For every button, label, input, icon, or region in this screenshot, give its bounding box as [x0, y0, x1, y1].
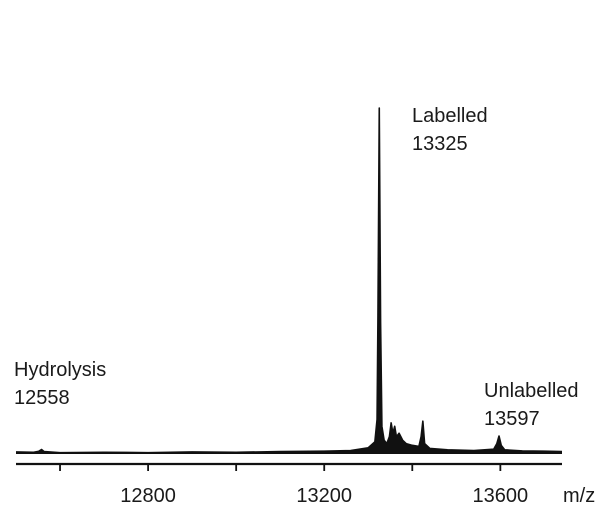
- spectrum-trace: [15, 107, 563, 454]
- hydrolysis-mass: 12558: [14, 387, 70, 409]
- hydrolysis-annotation: Hydrolysis 12558: [14, 356, 106, 412]
- unlabelled-annotation: Unlabelled 13597: [484, 377, 579, 433]
- labelled-label: Labelled: [412, 105, 488, 127]
- hydrolysis-label: Hydrolysis: [14, 359, 107, 381]
- x-tick-label-13200: 13200: [296, 485, 352, 507]
- labelled-mass: 13325: [412, 133, 468, 155]
- unlabelled-mass: 13597: [484, 408, 540, 430]
- unlabelled-label: Unlabelled: [484, 380, 579, 402]
- x-axis-label: m/z: [563, 485, 595, 507]
- x-tick-label-13600: 13600: [473, 485, 529, 507]
- x-axis-ticks: [59, 464, 502, 471]
- labelled-annotation: Labelled 13325: [412, 102, 488, 158]
- x-tick-label-12800: 12800: [120, 485, 176, 507]
- x-axis-tick-labels: 12800 13200 13600: [120, 485, 528, 507]
